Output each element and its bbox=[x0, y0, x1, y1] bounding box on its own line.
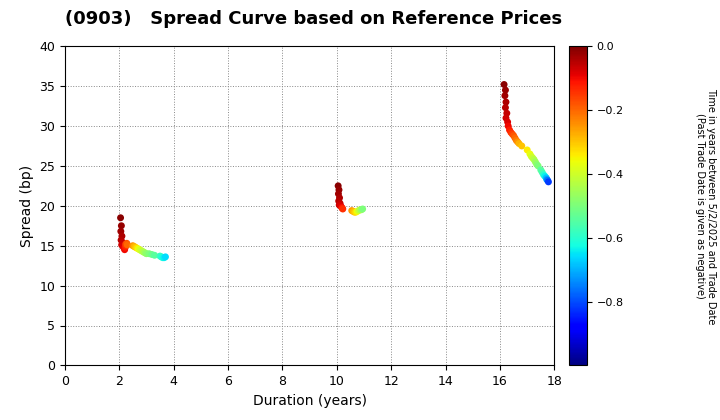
Point bbox=[160, 254, 171, 260]
Point bbox=[116, 223, 127, 229]
Point bbox=[498, 81, 510, 88]
Text: Time in years between 5/2/2025 and Trade Date
(Past Trade Date is given as negat: Time in years between 5/2/2025 and Trade… bbox=[695, 88, 716, 324]
Point bbox=[506, 131, 518, 137]
Point bbox=[131, 245, 143, 252]
Point bbox=[530, 158, 541, 165]
Point bbox=[156, 254, 167, 260]
Point bbox=[539, 173, 551, 180]
Point bbox=[117, 239, 128, 246]
Point bbox=[526, 153, 537, 160]
Point bbox=[121, 240, 132, 247]
Point bbox=[119, 246, 130, 253]
Point bbox=[528, 156, 540, 163]
Point bbox=[348, 209, 360, 215]
Point bbox=[116, 233, 127, 239]
Point bbox=[516, 142, 528, 149]
Point bbox=[120, 241, 132, 247]
Point bbox=[114, 214, 126, 221]
Point bbox=[333, 190, 344, 197]
Point bbox=[333, 186, 345, 193]
Point bbox=[137, 248, 148, 255]
Point bbox=[143, 250, 155, 257]
Point bbox=[336, 204, 348, 211]
Point bbox=[115, 237, 127, 244]
Point bbox=[135, 247, 147, 254]
Point bbox=[542, 177, 554, 184]
Point bbox=[334, 194, 346, 201]
Point bbox=[350, 209, 361, 215]
Point bbox=[531, 161, 542, 168]
Point bbox=[120, 244, 131, 251]
Point bbox=[347, 208, 359, 215]
Point bbox=[333, 198, 344, 205]
Point bbox=[354, 206, 366, 213]
Point bbox=[146, 251, 158, 258]
Point bbox=[157, 254, 168, 261]
Point bbox=[503, 123, 514, 129]
Point bbox=[541, 176, 552, 183]
Point bbox=[139, 249, 150, 256]
Point bbox=[357, 206, 369, 213]
Point bbox=[346, 207, 358, 214]
Point bbox=[536, 169, 548, 176]
Text: (0903)   Spread Curve based on Reference Prices: (0903) Spread Curve based on Reference P… bbox=[65, 10, 562, 29]
Point bbox=[500, 104, 511, 111]
Point bbox=[512, 139, 523, 145]
Point bbox=[335, 202, 346, 209]
Point bbox=[122, 241, 133, 248]
Point bbox=[120, 242, 132, 249]
Point bbox=[158, 254, 170, 261]
Point bbox=[337, 206, 348, 213]
Point bbox=[501, 110, 513, 117]
Point bbox=[541, 175, 552, 181]
Point bbox=[538, 171, 549, 178]
Point bbox=[508, 132, 519, 139]
X-axis label: Duration (years): Duration (years) bbox=[253, 394, 366, 408]
Point bbox=[356, 206, 367, 213]
Point bbox=[140, 250, 152, 257]
Point bbox=[513, 140, 525, 147]
Point bbox=[500, 115, 512, 121]
Y-axis label: Spread (bp): Spread (bp) bbox=[19, 165, 34, 247]
Point bbox=[504, 126, 516, 133]
Point bbox=[134, 246, 145, 253]
Point bbox=[521, 147, 533, 153]
Point bbox=[154, 253, 166, 260]
Point bbox=[127, 242, 138, 249]
Point bbox=[535, 166, 546, 173]
Point bbox=[353, 207, 364, 214]
Point bbox=[130, 244, 141, 251]
Point bbox=[118, 245, 130, 252]
Point bbox=[149, 252, 161, 259]
Point bbox=[499, 92, 510, 99]
Point bbox=[502, 118, 513, 125]
Point bbox=[505, 129, 517, 136]
Point bbox=[117, 243, 129, 250]
Point bbox=[543, 178, 554, 185]
Point bbox=[509, 134, 521, 141]
Point bbox=[333, 202, 345, 208]
Point bbox=[510, 137, 522, 144]
Point bbox=[115, 228, 127, 235]
Point bbox=[334, 200, 346, 207]
Point bbox=[500, 87, 511, 93]
Point bbox=[128, 243, 140, 250]
Point bbox=[116, 241, 127, 248]
Point bbox=[500, 99, 512, 105]
Point bbox=[532, 163, 544, 169]
Point bbox=[524, 150, 536, 157]
Point bbox=[351, 208, 363, 215]
Point bbox=[333, 182, 344, 189]
Point bbox=[527, 155, 539, 161]
Point bbox=[138, 249, 150, 255]
Point bbox=[336, 205, 348, 212]
Point bbox=[132, 246, 144, 252]
